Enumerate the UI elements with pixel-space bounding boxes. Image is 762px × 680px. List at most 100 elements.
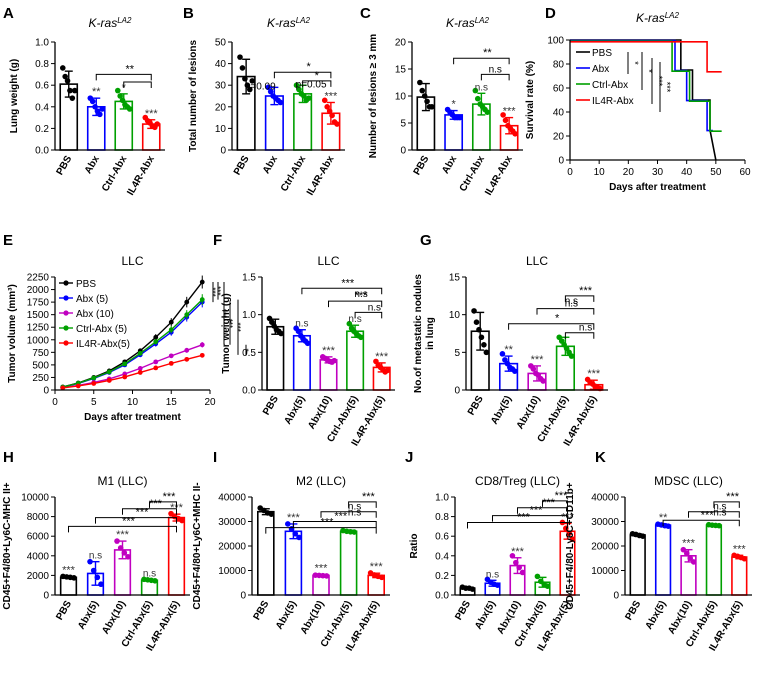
E-data-point — [122, 361, 128, 367]
B-data-point — [265, 84, 272, 91]
E-data-point — [168, 327, 174, 333]
B-data-point — [242, 75, 248, 82]
B-ytick-label: 30 — [215, 81, 227, 92]
K-data-point — [716, 522, 722, 529]
F-ytick-label: 1.0 — [242, 310, 256, 321]
C-sig-label: * — [451, 99, 456, 111]
J-data-point — [569, 536, 576, 542]
K-bar — [731, 556, 748, 596]
B-ytick-label: 40 — [215, 59, 227, 70]
K-data-point — [680, 546, 687, 553]
H-sig-label: n.s — [143, 568, 156, 579]
G-ytick-label: 15 — [449, 273, 461, 284]
K-bar — [705, 524, 723, 596]
B-ylabel: Total number of lesions — [188, 40, 199, 152]
D-ytick-label: 80 — [553, 60, 565, 71]
B-category-label: PBS — [232, 154, 252, 178]
D-series-line — [570, 41, 722, 73]
panel-A: PBS**Abx*Ctrl-Abx***IL4R-Abx**0.00.20.40… — [3, 5, 165, 198]
I-bar — [284, 530, 303, 596]
E-data-point — [184, 299, 190, 305]
G-data-point — [568, 353, 575, 359]
J-ylabel: Ratio — [409, 534, 420, 559]
C-data-point — [500, 112, 506, 118]
F-sig-label: n.s — [295, 319, 308, 330]
K-data-point — [683, 550, 690, 557]
K-ylabel: CD45+F4/80-Ly6C+CD11b+ — [565, 482, 576, 609]
G-data-point — [478, 334, 485, 341]
H-data-point — [117, 545, 124, 551]
I-data-point — [351, 529, 358, 535]
A-sig-bracket — [123, 81, 152, 88]
B-data-point — [301, 93, 307, 99]
K-bar — [654, 524, 672, 596]
H-data-point — [125, 553, 131, 560]
H-data-point — [94, 574, 101, 581]
C-data-point — [474, 95, 481, 102]
E-data-point — [137, 366, 143, 371]
B-ytick-label: 10 — [215, 124, 227, 135]
K-bracket-label: n.s — [713, 508, 726, 519]
C-category-label: PBS — [412, 154, 432, 178]
C-category-label: Abx — [440, 154, 459, 176]
K-bracket-label: *** — [701, 509, 715, 521]
G-sig-label: ** — [504, 344, 513, 356]
H-data-point — [179, 517, 185, 524]
J-bracket-label: *** — [555, 490, 569, 502]
E-series-line — [62, 299, 203, 388]
F-sig-label: *** — [322, 345, 336, 357]
B-sig-label: *** — [324, 90, 338, 102]
E-panel-label: E — [3, 232, 13, 249]
J-ytick-label: 0.0 — [435, 591, 449, 602]
panel-G: PBS**Abx(5)***Abx(10)Ctrl-Abx(5)***IL4R-… — [413, 232, 608, 448]
A-data-point — [89, 98, 96, 105]
B-data-point — [249, 78, 256, 84]
D-ylabel: Survival rate (%) — [525, 61, 536, 139]
J-bracket-label: *** — [517, 511, 531, 523]
G-sig-bracket — [508, 323, 595, 330]
E-legend-marker — [63, 310, 69, 316]
J-data-point — [516, 564, 522, 571]
G-sig-label: *** — [531, 354, 545, 366]
I-data-point — [379, 574, 385, 581]
H-data-point — [152, 577, 158, 584]
B-sig-bracket — [273, 71, 332, 79]
K-data-point — [640, 533, 646, 539]
D-ytick-label: 20 — [553, 132, 565, 143]
H-sig-bracket — [68, 525, 177, 533]
D-ytick-label: 100 — [547, 36, 564, 47]
F-category-label: PBS — [261, 394, 281, 418]
C-data-point — [472, 87, 479, 94]
E-xlabel: Days after treatment — [84, 412, 181, 423]
A-data-point — [119, 97, 126, 104]
C-data-point — [484, 109, 491, 115]
G-ylabel: in lung — [425, 317, 436, 350]
F-sig-label: *** — [375, 351, 389, 363]
K-data-point — [690, 559, 697, 565]
E-title: LLC — [121, 254, 143, 268]
D-legend-label: Ctrl-Abx — [592, 80, 628, 91]
K-bracket-label: n.s — [713, 502, 726, 513]
E-xtick-label: 10 — [127, 397, 139, 408]
H-category-label: PBS — [54, 599, 74, 623]
C-ytick-label: 0 — [400, 146, 406, 157]
D-xtick-label: 10 — [594, 167, 606, 178]
E-ytick-label: 750 — [32, 348, 49, 359]
I-data-point — [323, 573, 330, 579]
E-data-point — [91, 381, 97, 386]
C-bracket-label: n.s — [489, 64, 502, 75]
I-ytick-label: 0 — [240, 591, 246, 602]
E-data-point — [137, 350, 143, 356]
J-bracket-label: *** — [542, 497, 556, 509]
E-ytick-label: 0 — [43, 386, 49, 397]
J-category-label: Abx(5) — [473, 599, 498, 631]
E-sig-label: * — [241, 349, 250, 352]
A-category-label: Abx — [83, 154, 102, 176]
G-category-label: Abx(10) — [515, 394, 543, 431]
D-sig-label: * — [630, 61, 640, 65]
F-sig-bracket — [354, 311, 383, 319]
panel-K: PBS**Abx(5)***Abx(10)Ctrl-Abx(5)***IL4R-… — [565, 449, 752, 653]
C-sig-bracket — [480, 73, 510, 81]
